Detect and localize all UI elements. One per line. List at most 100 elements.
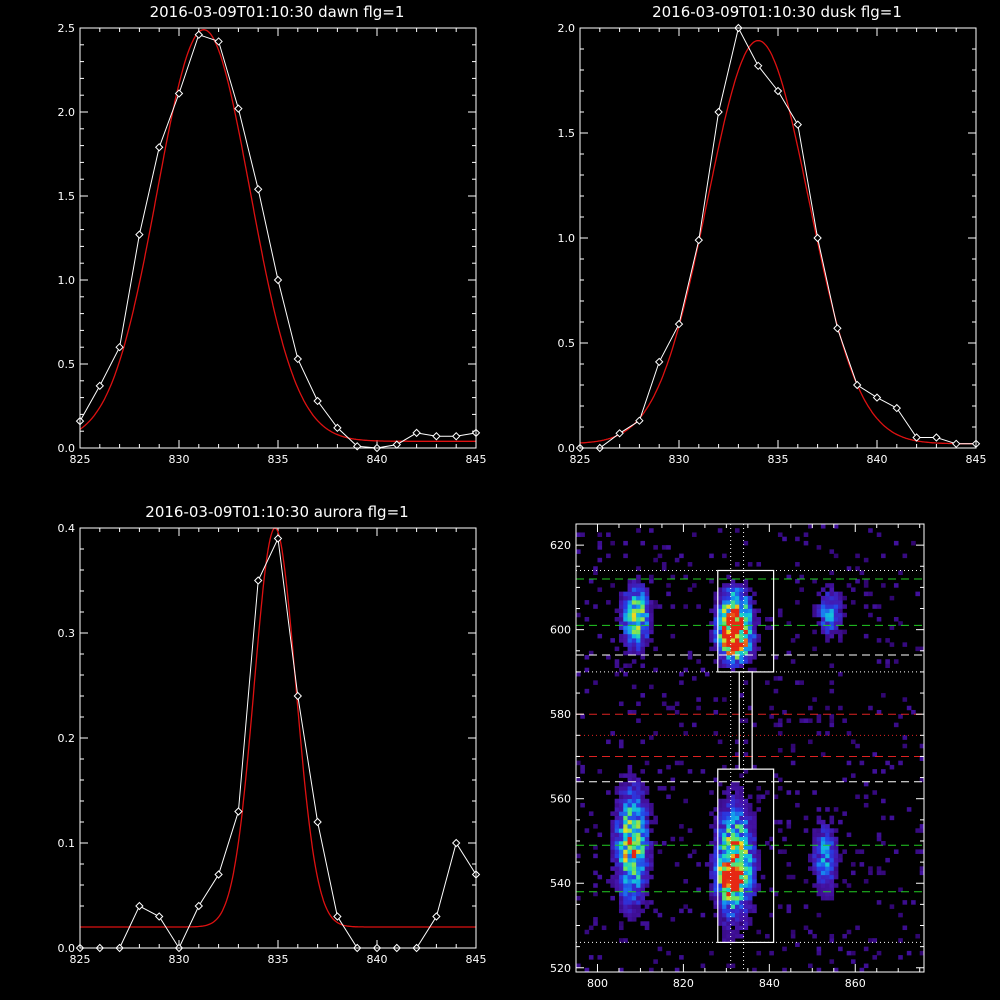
panel-heatmap-cell: [631, 887, 637, 892]
panel-dawn-data-point: [234, 104, 243, 113]
panel-heatmap-cell: [833, 862, 839, 867]
panel-heatmap-cell: [614, 671, 620, 677]
panel-heatmap-cell: [739, 642, 744, 647]
panel-heatmap-cell: [734, 608, 740, 614]
panel-heatmap-cell: [722, 836, 727, 842]
panel-heatmap-cell: [816, 950, 822, 956]
panel-heatmap-cell: [812, 608, 817, 614]
panel-heatmap-cell: [700, 912, 706, 918]
panel-heatmap-cell: [683, 798, 689, 804]
panel-heatmap-cell: [816, 604, 822, 609]
panel-heatmap-cell: [610, 540, 615, 546]
panel-heatmap-cell: [919, 646, 925, 652]
panel-heatmap-cell: [838, 604, 843, 609]
panel-heatmap-cell: [636, 574, 641, 580]
panel-heatmap-cell: [773, 794, 779, 800]
panel-heatmap-cell: [636, 604, 641, 609]
panel-heatmap-cell: [739, 633, 744, 639]
panel-heatmap-cell: [752, 891, 757, 897]
panel-heatmap-cell: [649, 625, 654, 630]
panel-heatmap-cell: [606, 553, 611, 559]
panel-heatmap-cell: [631, 794, 637, 800]
panel-heatmap-cell: [777, 786, 783, 791]
panel-heatmap-cell: [876, 532, 882, 537]
panel-heatmap-cell: [752, 908, 757, 914]
panel-heatmap-cell: [747, 616, 753, 622]
panel-heatmap-cell: [649, 684, 654, 690]
panel-heatmap-cell: [773, 773, 779, 778]
panel-heatmap-cell: [743, 819, 749, 825]
panel-heatmap-cell: [825, 621, 830, 626]
panel-heatmap-cell: [743, 862, 749, 867]
panel-heatmap-cell: [730, 883, 736, 888]
panel-heatmap-cell: [752, 633, 757, 639]
panel-heatmap-cell: [618, 811, 624, 816]
panel-heatmap-cell: [614, 807, 620, 812]
panel-heatmap-cell: [816, 832, 822, 838]
panel-heatmap-cell: [640, 693, 646, 698]
panel-heatmap-cell: [747, 600, 753, 605]
panel-heatmap-cell: [747, 625, 753, 630]
panel-heatmap-cell: [576, 777, 581, 783]
panel-heatmap-cell: [808, 866, 813, 871]
panel-heatmap-cell: [743, 832, 749, 838]
panel-heatmap-cell: [816, 874, 822, 880]
panel-heatmap-cell: [868, 938, 873, 943]
panel-aurora-x-tick-label: 840: [367, 953, 388, 966]
panel-heatmap-cell: [752, 819, 757, 825]
panel-heatmap-cell: [717, 853, 723, 859]
panel-heatmap-cell: [838, 853, 843, 859]
panel-heatmap-cell: [623, 553, 628, 559]
panel-heatmap-cell: [743, 752, 749, 757]
panel-heatmap-cell: [833, 845, 839, 850]
panel-dawn-title: 2016-03-09T01:10:30 dawn flg=1: [150, 3, 405, 21]
panel-heatmap-cell: [726, 849, 731, 854]
panel-heatmap-cell: [631, 845, 637, 850]
panel-heatmap-cell: [640, 819, 646, 825]
panel-heatmap-cell: [820, 595, 826, 601]
panel-heatmap-cell: [752, 625, 757, 630]
panel-heatmap-cell: [812, 933, 817, 939]
panel-heatmap-cell: [739, 595, 744, 601]
panel-heatmap-cell: [919, 866, 925, 871]
panel-heatmap-cell: [747, 612, 753, 618]
panel-heatmap-cell: [653, 819, 658, 825]
panel-heatmap-cell: [722, 908, 727, 914]
panel-heatmap-cell: [816, 857, 822, 863]
panel-heatmap-cell: [829, 549, 835, 554]
panel-heatmap-cell: [743, 908, 749, 914]
panel-heatmap-cell: [584, 616, 590, 622]
panel-heatmap-cell: [820, 608, 826, 614]
panel-heatmap-cell: [825, 883, 830, 888]
panel-heatmap-cell: [623, 663, 628, 668]
panel-heatmap-cell: [825, 891, 830, 897]
panel-heatmap-cell: [679, 955, 684, 960]
panel-heatmap-cell: [816, 608, 822, 614]
panel-heatmap-cell: [627, 828, 633, 833]
panel-heatmap-cell: [863, 802, 869, 808]
panel-heatmap-cell: [614, 874, 620, 880]
panel-heatmap-cell: [618, 862, 624, 867]
panel-heatmap-cell: [902, 900, 908, 905]
panel-heatmap-x-tick-label: 800: [587, 977, 608, 990]
panel-heatmap-cell: [627, 591, 633, 597]
panel-heatmap-cell: [838, 600, 843, 605]
panel-heatmap-cell: [696, 887, 701, 892]
panel-heatmap-cell: [722, 629, 727, 635]
panel-heatmap-cell: [739, 616, 744, 622]
panel-heatmap-cell: [713, 904, 719, 909]
panel-heatmap-cell: [747, 908, 753, 914]
panel-heatmap-cell: [623, 638, 628, 643]
panel-heatmap-cell: [722, 595, 727, 601]
panel-heatmap-cell: [597, 832, 603, 838]
panel-heatmap-cell: [618, 849, 624, 854]
panel-heatmap-cell: [640, 650, 646, 656]
panel-heatmap-y-tick-label: 620: [550, 539, 571, 552]
panel-heatmap-cell: [717, 798, 723, 804]
panel-heatmap-cell: [756, 857, 762, 863]
panel-heatmap-cell: [644, 828, 650, 833]
panel-heatmap-cell: [618, 638, 624, 643]
panel-dawn-y-tick-label: 2.5: [58, 22, 76, 35]
panel-heatmap-cell: [644, 760, 650, 766]
panel-heatmap-cell: [640, 824, 646, 829]
